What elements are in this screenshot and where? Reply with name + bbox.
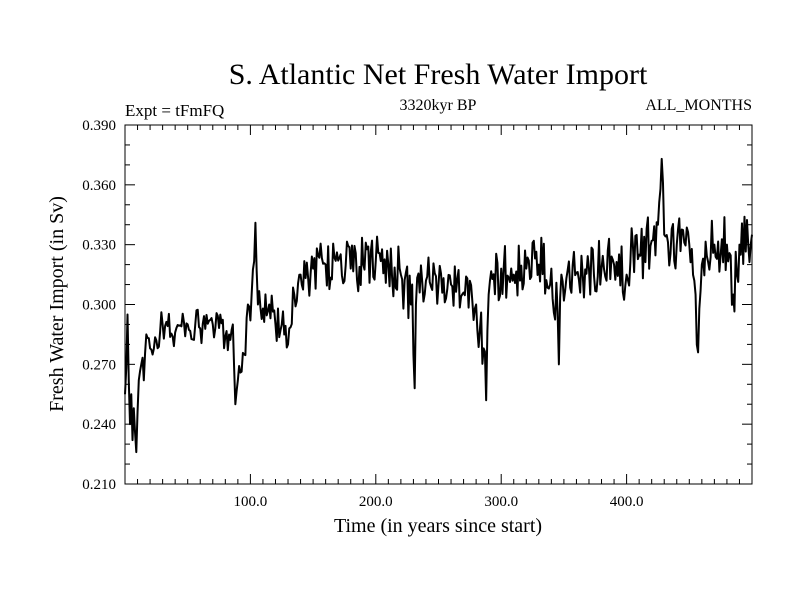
months-label: ALL_MONTHS — [645, 97, 752, 114]
y-tick-label: 0.210 — [82, 477, 116, 493]
x-axis-label: Time (in years since start) — [334, 515, 542, 537]
y-tick-label: 0.360 — [82, 178, 116, 194]
x-tick-labels: 100.0 200.0 300.0 400.0 — [234, 494, 644, 510]
x-tick-label: 400.0 — [610, 494, 644, 510]
chart-title: S. Atlantic Net Fresh Water Import — [229, 58, 648, 91]
experiment-label: Expt = tFmFQ — [125, 101, 224, 120]
x-tick-label: 300.0 — [484, 494, 518, 510]
y-axis-label: Fresh Water Import (in Sv) — [46, 196, 68, 412]
y-tick-label: 0.330 — [82, 238, 116, 254]
y-tick-labels: 0.210 0.240 0.270 0.300 0.330 0.360 0.390 — [82, 118, 116, 493]
series-line — [124, 157, 753, 454]
x-tick-label: 200.0 — [359, 494, 393, 510]
y-tick-label: 0.300 — [82, 298, 116, 314]
series-layer — [124, 157, 753, 454]
axis-ticks — [125, 125, 752, 484]
y-tick-label: 0.240 — [82, 417, 116, 433]
x-tick-label: 100.0 — [234, 494, 268, 510]
period-label: 3320kyr BP — [400, 97, 477, 114]
plot-frame — [124, 124, 753, 485]
y-tick-label: 0.390 — [82, 118, 116, 134]
y-tick-label: 0.270 — [82, 357, 116, 373]
